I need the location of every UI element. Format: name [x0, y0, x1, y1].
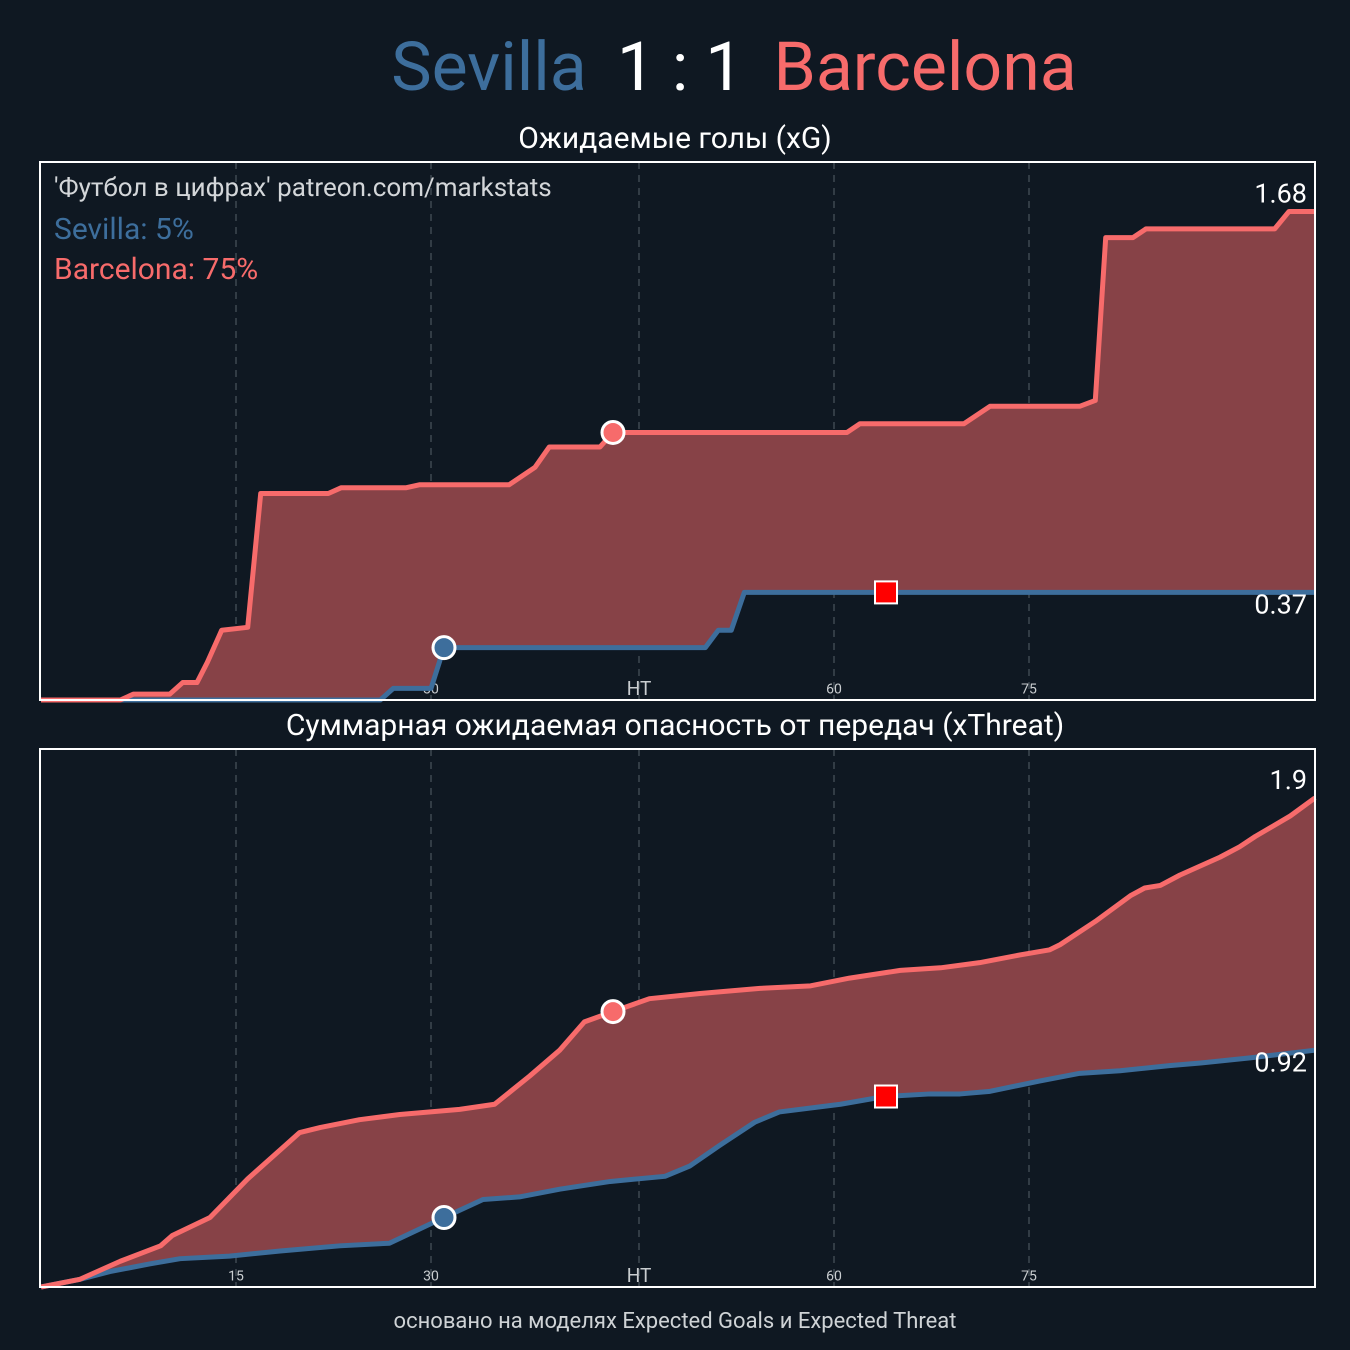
goal-marker: [600, 999, 626, 1025]
chart-title: Суммарная ожидаемая опасность от передач…: [286, 708, 1064, 743]
end-value-label: 0.92: [1254, 1046, 1307, 1078]
series-line: [40, 1047, 1316, 1290]
plot-frame: [39, 161, 1316, 701]
x-tick-label: 75: [1021, 682, 1037, 698]
chart-title: Ожидаемые голы (xG): [518, 121, 831, 156]
goal-marker: [431, 1204, 457, 1230]
series-line: [41, 208, 1315, 703]
goal-marker: [600, 419, 626, 445]
score: 1 : 1: [617, 27, 744, 107]
x-tick-label: 30: [423, 1269, 439, 1285]
end-value-label: 0.37: [1254, 589, 1307, 621]
x-tick-label: 75: [1021, 1269, 1037, 1285]
fill-between: [41, 797, 1315, 1287]
win-probability: Barcelona: 75%: [54, 252, 258, 287]
away-team: Barcelona: [773, 27, 1076, 107]
footer: основано на моделях Expected Goals и Exp…: [394, 1309, 957, 1334]
match-title: Sevilla 1 : 1 Barcelona: [391, 27, 1076, 107]
source-annotation: 'Футбол в цифрах' patreon.com/markstats: [54, 173, 552, 203]
fill-between: [41, 211, 1315, 700]
x-tick-label: 60: [826, 1269, 842, 1285]
x-tick-label: 60: [826, 682, 842, 698]
win-probability: Sevilla: 5%: [54, 212, 194, 247]
x-tick-label: 15: [228, 1269, 244, 1285]
series-line: [41, 589, 1315, 703]
series-line: [40, 795, 1317, 1290]
plot-frame: [39, 748, 1316, 1288]
goal-marker: [431, 635, 457, 661]
x-tick-label: HT: [627, 1264, 652, 1287]
x-tick-label: HT: [627, 677, 652, 700]
end-value-label: 1.68: [1254, 178, 1307, 210]
end-value-label: 1.9: [1270, 764, 1307, 796]
home-team: Sevilla: [391, 27, 587, 107]
red-card-marker: [874, 1084, 898, 1109]
red-card-marker: [874, 580, 898, 605]
